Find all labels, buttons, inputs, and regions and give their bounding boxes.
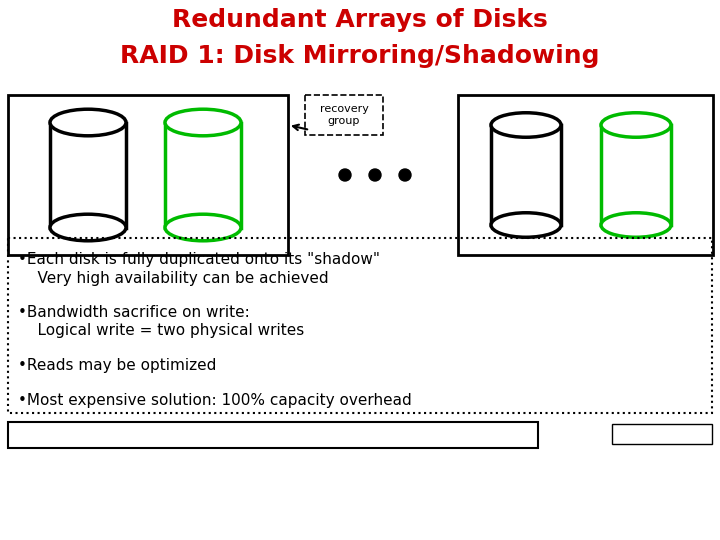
Ellipse shape <box>369 169 381 181</box>
Text: •Reads may be optimized: •Reads may be optimized <box>18 358 217 373</box>
Ellipse shape <box>50 214 126 241</box>
Ellipse shape <box>601 113 671 137</box>
Bar <box>8 238 712 413</box>
Text: •Bandwidth sacrifice on write:: •Bandwidth sacrifice on write: <box>18 305 250 320</box>
Ellipse shape <box>165 214 241 241</box>
Text: Very high availability can be achieved: Very high availability can be achieved <box>18 271 328 286</box>
Text: •Each disk is fully duplicated onto its "shadow": •Each disk is fully duplicated onto its … <box>18 252 380 267</box>
Text: Targeted for high I/O rate , high availability environments: Targeted for high I/O rate , high availa… <box>16 429 449 442</box>
Ellipse shape <box>339 169 351 181</box>
Ellipse shape <box>601 213 671 237</box>
Ellipse shape <box>399 169 411 181</box>
Text: Logical write = two physical writes: Logical write = two physical writes <box>18 323 305 338</box>
Text: RAID 1: Disk Mirroring/Shadowing: RAID 1: Disk Mirroring/Shadowing <box>120 44 600 68</box>
Bar <box>612 424 712 444</box>
Bar <box>165 123 241 227</box>
Ellipse shape <box>491 113 561 137</box>
Ellipse shape <box>50 109 126 136</box>
Text: Redundant Arrays of Disks: Redundant Arrays of Disks <box>172 8 548 32</box>
Ellipse shape <box>165 109 241 136</box>
Bar <box>8 422 538 448</box>
Bar <box>458 95 713 255</box>
Bar <box>305 95 383 135</box>
Text: recovery
group: recovery group <box>320 104 369 126</box>
Bar <box>491 125 561 225</box>
Text: Lecture 4.7: Lecture 4.7 <box>633 429 691 439</box>
Ellipse shape <box>491 213 561 237</box>
Text: •Most expensive solution: 100% capacity overhead: •Most expensive solution: 100% capacity … <box>18 393 412 408</box>
Bar <box>50 123 126 227</box>
Bar <box>8 95 288 255</box>
Bar <box>601 125 671 225</box>
